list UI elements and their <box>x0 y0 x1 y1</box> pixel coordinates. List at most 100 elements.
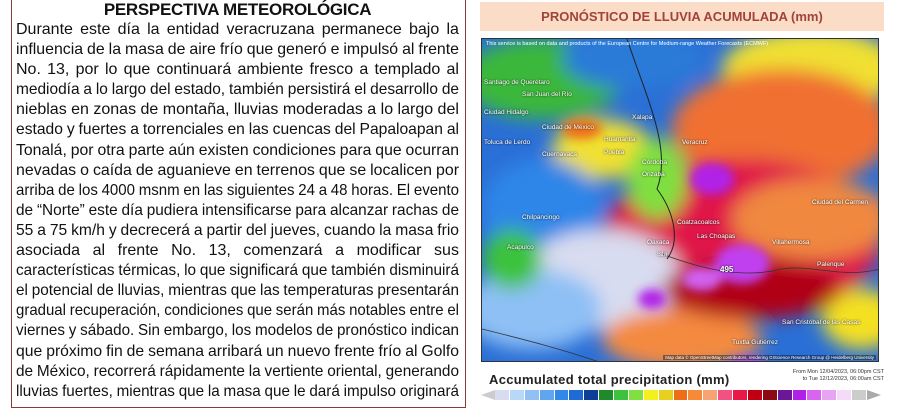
word: aguanieve <box>157 161 231 179</box>
text-line-words: de “Norte” este día pudiera intensificarse par… <box>16 201 459 221</box>
text-line: 55 a 75 km/h y decrecerá a partir del jueves, cuan… <box>16 221 459 241</box>
word: de <box>140 101 159 119</box>
text-line: asociada al frente No. 13, comenzará a modifica… <box>16 241 459 261</box>
word: de <box>441 81 459 99</box>
text-line-words: características térmicas, lo que significará… <box>16 261 459 281</box>
word: y <box>108 221 117 239</box>
word: condiciones <box>164 302 244 320</box>
word: de <box>16 201 34 219</box>
word: semana <box>148 342 205 360</box>
word: masa <box>124 41 164 59</box>
word: en <box>71 101 89 119</box>
word: día <box>117 21 140 38</box>
text-line-words: estado y fuertes a torrenciales en las cuencas d… <box>16 120 459 140</box>
word: al <box>446 61 459 79</box>
word: lluvias <box>233 101 279 119</box>
word: horas. <box>351 181 394 199</box>
word: de <box>58 181 75 199</box>
word: al <box>402 41 415 59</box>
city-label: Ciudad de México <box>542 124 595 131</box>
word: masa <box>395 221 434 239</box>
word: significará <box>229 262 299 280</box>
word: nieblas <box>16 101 67 119</box>
precipitation-map: This service is based on data and produc… <box>481 38 879 362</box>
scale-swatch <box>762 390 778 400</box>
scale-swatch <box>792 390 808 400</box>
word: próximo <box>46 342 103 360</box>
text-line: estado y fuertes a torrenciales en las cuencas d… <box>16 120 459 140</box>
word: rachas <box>391 201 439 219</box>
scale-swatch <box>777 390 793 400</box>
text-line-words: Durante este día la entidad veracruzana perman… <box>16 20 459 40</box>
word: características <box>16 262 115 280</box>
word: en <box>183 181 201 199</box>
word: sus <box>434 242 459 260</box>
word: entidad <box>166 21 220 38</box>
word: montaña, <box>162 101 230 119</box>
word: que <box>247 302 273 320</box>
word: también <box>228 81 284 99</box>
word: la <box>446 21 459 38</box>
word: también <box>331 262 386 280</box>
scale-swatch <box>733 390 748 400</box>
word: Tonalá, <box>16 141 67 159</box>
word: frente <box>334 342 375 360</box>
word: moderadas <box>282 101 363 119</box>
word: la <box>379 221 392 239</box>
word: 13, <box>208 242 231 260</box>
word: ocurran <box>405 141 459 159</box>
word: evento <box>413 181 459 199</box>
scale-swatch <box>718 390 733 400</box>
text-line-words: que próximo fin de semana arribará un nuevo fren… <box>16 342 459 362</box>
word: continuará <box>156 61 232 79</box>
word: Golfo <box>421 342 459 360</box>
city-label: Coatzacoalcos <box>677 219 720 226</box>
word: los <box>231 322 252 340</box>
word: impulsó <box>343 41 399 59</box>
word: el <box>16 282 28 300</box>
word: terrenos <box>256 161 315 179</box>
word: que <box>246 41 274 59</box>
word: del <box>437 101 459 119</box>
scale-swatch <box>554 390 570 400</box>
word: y <box>68 322 77 340</box>
word: veracruzana <box>226 21 315 38</box>
word: rápidamente <box>159 362 245 380</box>
word: 13, <box>47 61 70 79</box>
word: se <box>349 161 367 179</box>
word: frente <box>117 242 159 260</box>
word: frío <box>219 41 243 59</box>
word: mientras <box>168 282 227 300</box>
text-line: viernes y sábado. Sin embargo, los modelos de pr… <box>16 321 459 341</box>
word: influencia <box>16 41 84 59</box>
scale-swatch <box>688 390 704 400</box>
city-label: Orizaba <box>642 171 665 178</box>
word: asociada <box>16 242 81 260</box>
scale-swatch <box>628 390 644 400</box>
data-credit: This service is based on data and produc… <box>486 41 769 47</box>
city-label: Villahermosa <box>772 239 810 246</box>
word: que <box>301 262 328 280</box>
text-line-words: nevadas o caída de aguanieve en terrenos que se l… <box>16 161 459 181</box>
word: disminuirá <box>389 262 459 280</box>
word: sábado. <box>80 322 135 340</box>
word: No. <box>16 61 41 79</box>
text-line: No. 13, por lo que continuará ambiente fresco a t… <box>16 60 459 80</box>
word: al <box>446 121 459 139</box>
word: No. <box>171 242 197 260</box>
scale-swatch <box>599 390 614 400</box>
word: de <box>96 282 114 300</box>
city-label: Palenque <box>817 261 845 268</box>
word: día <box>121 201 143 219</box>
word: bajo <box>409 21 440 38</box>
city-label: Puebla <box>604 149 625 156</box>
word: la <box>207 382 220 400</box>
word: impulso <box>343 382 397 400</box>
precipitation-field <box>482 39 878 361</box>
word: presentarán <box>377 282 459 300</box>
word: que <box>16 342 43 360</box>
word: frente <box>418 41 459 59</box>
word: persistirá <box>287 81 351 99</box>
word: condiciones <box>252 141 336 159</box>
word: que <box>230 282 257 300</box>
